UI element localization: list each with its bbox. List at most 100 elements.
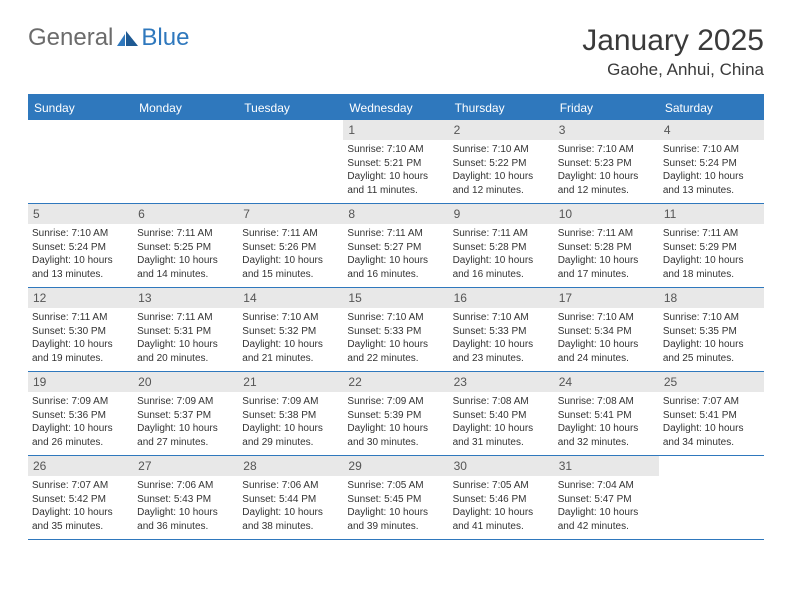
daylight-line: and 25 minutes.	[663, 352, 760, 366]
daylight-line: and 19 minutes.	[32, 352, 129, 366]
week-row: 5Sunrise: 7:10 AMSunset: 5:24 PMDaylight…	[28, 204, 764, 288]
sunrise-line: Sunrise: 7:11 AM	[137, 227, 234, 241]
header: General Blue January 2025 Gaohe, Anhui, …	[28, 24, 764, 80]
daylight-line: and 23 minutes.	[453, 352, 550, 366]
weekday-header: Monday	[133, 96, 238, 120]
daylight-line: Daylight: 10 hours	[453, 170, 550, 184]
sunset-line: Sunset: 5:24 PM	[663, 157, 760, 171]
day-cell: 1Sunrise: 7:10 AMSunset: 5:21 PMDaylight…	[343, 120, 448, 203]
sunset-line: Sunset: 5:43 PM	[137, 493, 234, 507]
sunset-line: Sunset: 5:24 PM	[32, 241, 129, 255]
sunrise-line: Sunrise: 7:05 AM	[347, 479, 444, 493]
day-cell: 4Sunrise: 7:10 AMSunset: 5:24 PMDaylight…	[659, 120, 764, 203]
daylight-line: Daylight: 10 hours	[663, 170, 760, 184]
sunset-line: Sunset: 5:27 PM	[347, 241, 444, 255]
daylight-line: and 11 minutes.	[347, 184, 444, 198]
daylight-line: and 17 minutes.	[558, 268, 655, 282]
sunset-line: Sunset: 5:42 PM	[32, 493, 129, 507]
day-cell: 27Sunrise: 7:06 AMSunset: 5:43 PMDayligh…	[133, 456, 238, 539]
day-cell-empty	[28, 120, 133, 203]
day-cell: 30Sunrise: 7:05 AMSunset: 5:46 PMDayligh…	[449, 456, 554, 539]
daylight-line: Daylight: 10 hours	[663, 338, 760, 352]
sunset-line: Sunset: 5:30 PM	[32, 325, 129, 339]
weekday-header: Wednesday	[343, 96, 448, 120]
daylight-line: Daylight: 10 hours	[242, 506, 339, 520]
daylight-line: Daylight: 10 hours	[453, 254, 550, 268]
daylight-line: Daylight: 10 hours	[242, 254, 339, 268]
daylight-line: Daylight: 10 hours	[558, 422, 655, 436]
sunrise-line: Sunrise: 7:10 AM	[558, 311, 655, 325]
sunset-line: Sunset: 5:44 PM	[242, 493, 339, 507]
daylight-line: Daylight: 10 hours	[137, 254, 234, 268]
daylight-line: and 34 minutes.	[663, 436, 760, 450]
week-row: 12 Sunrise: 7:11 AM Sunset: 5:30 PM Dayligh…	[28, 288, 764, 372]
day-cell: 16Sunrise: 7:10 AMSunset: 5:33 PMDayligh…	[449, 288, 554, 371]
month-title: January 2025	[582, 24, 764, 58]
sunset-line: Sunset: 5:28 PM	[453, 241, 550, 255]
sunrise-line: Sunrise: 7:06 AM	[137, 479, 234, 493]
sunrise-line: Sunrise: 7:11 AM	[347, 227, 444, 241]
day-number: 15	[343, 288, 448, 308]
sunset-line: Sunset: 5:28 PM	[558, 241, 655, 255]
sunrise-line: Sunrise: 7:10 AM	[32, 227, 129, 241]
daylight-line: and 20 minutes.	[137, 352, 234, 366]
weekday-header: Sunday	[28, 96, 133, 120]
sunset-line: Sunset: 5:26 PM	[242, 241, 339, 255]
weekday-header: Saturday	[659, 96, 764, 120]
sunrise-line: Sunrise: 7:10 AM	[347, 311, 444, 325]
day-cell: 31Sunrise: 7:04 AMSunset: 5:47 PMDayligh…	[554, 456, 659, 539]
logo-flag-icon	[117, 30, 139, 46]
daylight-line: Daylight: 10 hours	[453, 422, 550, 436]
day-cell: 7Sunrise: 7:11 AMSunset: 5:26 PMDaylight…	[238, 204, 343, 287]
day-number: 13	[133, 288, 238, 308]
day-number: 21	[238, 372, 343, 392]
sunset-line: Sunset: 5:33 PM	[347, 325, 444, 339]
sunrise-line: Sunrise: 7:10 AM	[558, 143, 655, 157]
sunrise-line: Sunrise: 7:04 AM	[558, 479, 655, 493]
day-number: 1	[343, 120, 448, 140]
sunset-line: Sunset: 5:23 PM	[558, 157, 655, 171]
daylight-line: Daylight: 10 hours	[347, 338, 444, 352]
daylight-line: and 21 minutes.	[242, 352, 339, 366]
day-number: 14	[238, 288, 343, 308]
sunset-line: Sunset: 5:33 PM	[453, 325, 550, 339]
day-cell: 5Sunrise: 7:10 AMSunset: 5:24 PMDaylight…	[28, 204, 133, 287]
daylight-line: and 24 minutes.	[558, 352, 655, 366]
daylight-line: Daylight: 10 hours	[347, 506, 444, 520]
day-number: 12	[28, 288, 133, 308]
sunrise-line: Sunrise: 7:09 AM	[137, 395, 234, 409]
sunset-line: Sunset: 5:40 PM	[453, 409, 550, 423]
weeks-container: 1 Sunrise: 7:10 AM Sunset: 5:21 PM Daylight…	[28, 120, 764, 540]
day-cell: 19Sunrise: 7:09 AMSunset: 5:36 PMDayligh…	[28, 372, 133, 455]
sunset-line: Sunset: 5:25 PM	[137, 241, 234, 255]
sunrise-line: Sunrise: 7:10 AM	[453, 311, 550, 325]
daylight-line: and 26 minutes.	[32, 436, 129, 450]
daylight-line: Daylight: 10 hours	[663, 254, 760, 268]
sunrise-line: Sunrise: 7:10 AM	[663, 143, 760, 157]
day-cell: 3Sunrise: 7:10 AMSunset: 5:23 PMDaylight…	[554, 120, 659, 203]
sunset-line: Sunset: 5:36 PM	[32, 409, 129, 423]
brand-blue: Blue	[141, 24, 189, 52]
sunset-line: Sunset: 5:38 PM	[242, 409, 339, 423]
daylight-line: and 35 minutes.	[32, 520, 129, 534]
week-row: 1 Sunrise: 7:10 AM Sunset: 5:21 PM Daylight…	[28, 120, 764, 204]
daylight-line: Daylight: 10 hours	[347, 254, 444, 268]
day-number: 26	[28, 456, 133, 476]
daylight-line: Daylight: 10 hours	[453, 338, 550, 352]
sunrise-line: Sunrise: 7:06 AM	[242, 479, 339, 493]
day-number: 6	[133, 204, 238, 224]
day-number: 24	[554, 372, 659, 392]
sunset-line: Sunset: 5:21 PM	[347, 157, 444, 171]
day-cell: 28Sunrise: 7:06 AMSunset: 5:44 PMDayligh…	[238, 456, 343, 539]
daylight-line: and 12 minutes.	[453, 184, 550, 198]
day-number: 2	[449, 120, 554, 140]
day-number: 11	[659, 204, 764, 224]
sunrise-line: Sunrise: 7:07 AM	[32, 479, 129, 493]
sunset-line: Sunset: 5:22 PM	[453, 157, 550, 171]
sunset-line: Sunset: 5:47 PM	[558, 493, 655, 507]
location: Gaohe, Anhui, China	[582, 60, 764, 80]
daylight-line: and 16 minutes.	[347, 268, 444, 282]
daylight-line: Daylight: 10 hours	[453, 506, 550, 520]
sunrise-line: Sunrise: 7:11 AM	[137, 311, 234, 325]
daylight-line: Daylight: 10 hours	[32, 422, 129, 436]
